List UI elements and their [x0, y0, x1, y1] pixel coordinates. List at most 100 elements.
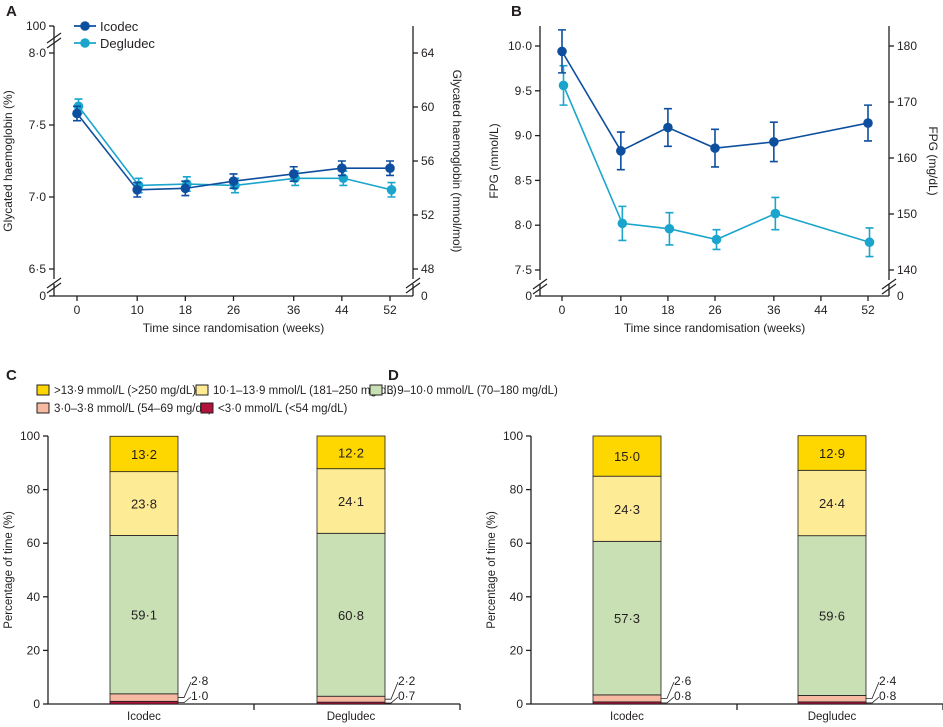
panel-label-C: C — [6, 367, 17, 384]
data-label: 2·8 — [191, 674, 209, 688]
data-label: 60·8 — [338, 608, 364, 623]
data-point-degludec — [711, 234, 722, 245]
legend-label: >13·9 mmol/L (>250 mg/dL) — [54, 385, 196, 397]
legend-label: Icodec — [100, 19, 139, 34]
bar-segment — [109, 435, 179, 473]
x-category-label: Icodec — [127, 711, 161, 723]
y-right-tick-label: 170 — [897, 95, 917, 109]
y-tick-label: 8·5 — [515, 173, 533, 187]
data-label: 24·4 — [819, 496, 845, 511]
data-point-icodec — [288, 169, 299, 179]
bar-segment — [109, 700, 179, 705]
y-right-tick-label: 52 — [421, 208, 435, 222]
data-point-icodec — [72, 108, 82, 119]
data-label: 23·8 — [131, 497, 157, 512]
data-label: 2·4 — [879, 674, 897, 688]
y-tick-label: 100 — [26, 19, 46, 33]
y-axis-label: Glycated haemoglobin (%) — [1, 90, 15, 231]
leader-line — [661, 681, 675, 699]
data-label: 2·6 — [674, 674, 692, 688]
data-point-degludec — [770, 208, 781, 219]
leader-line — [385, 696, 399, 704]
x-tick-label: 18 — [179, 303, 193, 317]
y-right-tick-label: 56 — [421, 154, 435, 168]
y-tick-label: 8·0 — [515, 218, 533, 232]
legend-swatch — [369, 384, 383, 396]
y-tick-label: 60 — [510, 536, 524, 550]
x-category-label: Degludec — [808, 711, 857, 723]
bar-segment — [592, 435, 662, 477]
x-tick-label: 44 — [814, 303, 828, 317]
x-tick-label: 26 — [227, 303, 241, 317]
bar-segment — [797, 695, 867, 703]
axis-break-mark — [881, 278, 897, 295]
legend-label: Degludec — [100, 36, 155, 51]
series-line-degludec — [562, 85, 870, 243]
data-label: 12·2 — [338, 445, 364, 460]
x-tick-label: 0 — [74, 303, 81, 317]
bar-segment — [316, 532, 386, 697]
y-tick-label: 6·5 — [29, 262, 47, 276]
leader-line — [661, 696, 675, 704]
data-point-degludec — [664, 223, 675, 234]
legend-swatch — [200, 402, 214, 414]
data-point-degludec — [617, 218, 628, 229]
y-right-tick-label: 64 — [421, 46, 435, 60]
panel-label-B: B — [511, 3, 522, 20]
legend-swatch — [195, 384, 209, 396]
data-label: 0·8 — [674, 689, 692, 703]
leader-line — [866, 696, 880, 704]
y-tick-label: 80 — [510, 483, 524, 497]
y-right-tick-label: 60 — [421, 100, 435, 114]
data-point-icodec — [228, 176, 239, 186]
leader-line — [178, 681, 192, 698]
y-right-tick-label: 180 — [897, 39, 917, 53]
data-label: 59·6 — [819, 609, 845, 624]
y-tick-label: 7·0 — [29, 190, 47, 204]
data-point-icodec — [863, 118, 873, 128]
y-tick-label: 40 — [27, 590, 41, 604]
x-category-label: Icodec — [610, 711, 644, 723]
y-right-tick-label: 0 — [421, 289, 428, 303]
legend-marker — [80, 38, 90, 48]
x-tick-label: 0 — [559, 303, 566, 317]
data-point-icodec — [385, 163, 395, 173]
y-tick-label: 0 — [39, 289, 46, 303]
bar-segment — [797, 435, 867, 471]
y-right-tick-label: 0 — [897, 289, 904, 303]
y-tick-label: 9·0 — [515, 129, 533, 143]
y-tick-label: 40 — [510, 590, 524, 604]
bar-segment — [316, 468, 386, 534]
bar-segment — [109, 693, 179, 702]
y-tick-label: 0 — [33, 697, 40, 711]
legend-label: 10·1–13·9 mmol/L (181–250 mg/dL) — [213, 385, 397, 397]
x-tick-label: 44 — [335, 303, 349, 317]
y-tick-label: 0 — [525, 289, 532, 303]
y-tick-label: 100 — [20, 429, 40, 443]
data-label: 13·2 — [131, 447, 157, 462]
x-tick-label: 18 — [661, 303, 675, 317]
x-tick-label: 52 — [861, 303, 875, 317]
x-axis-label: Time since randomisation (weeks) — [624, 321, 806, 335]
y-tick-label: 80 — [27, 483, 41, 497]
y-right-tick-label: 160 — [897, 151, 917, 165]
data-label: 1·0 — [191, 689, 209, 703]
panel-label-A: A — [6, 3, 17, 20]
bar-segment — [797, 535, 867, 696]
bar-segment — [797, 469, 867, 537]
data-label: 12·9 — [819, 446, 845, 461]
y-right-axis-label: Glycated haemoglobin (mmol/mol) — [450, 70, 464, 253]
data-point-icodec — [769, 137, 779, 147]
y-right-tick-label: 48 — [421, 262, 435, 276]
y-tick-label: 0 — [516, 697, 523, 711]
legend-label: 3·0–3·8 mmol/L (54–69 mg/dL) — [54, 403, 212, 415]
y-axis-label: FPG (mmol/L) — [487, 123, 501, 198]
data-point-icodec — [616, 146, 626, 156]
data-point-degludec — [558, 80, 569, 91]
bar-segment — [592, 540, 662, 696]
data-label: 15·0 — [614, 449, 640, 464]
data-point-icodec — [180, 183, 191, 194]
y-tick-label: 20 — [27, 643, 41, 657]
data-label: 59·1 — [131, 608, 157, 623]
